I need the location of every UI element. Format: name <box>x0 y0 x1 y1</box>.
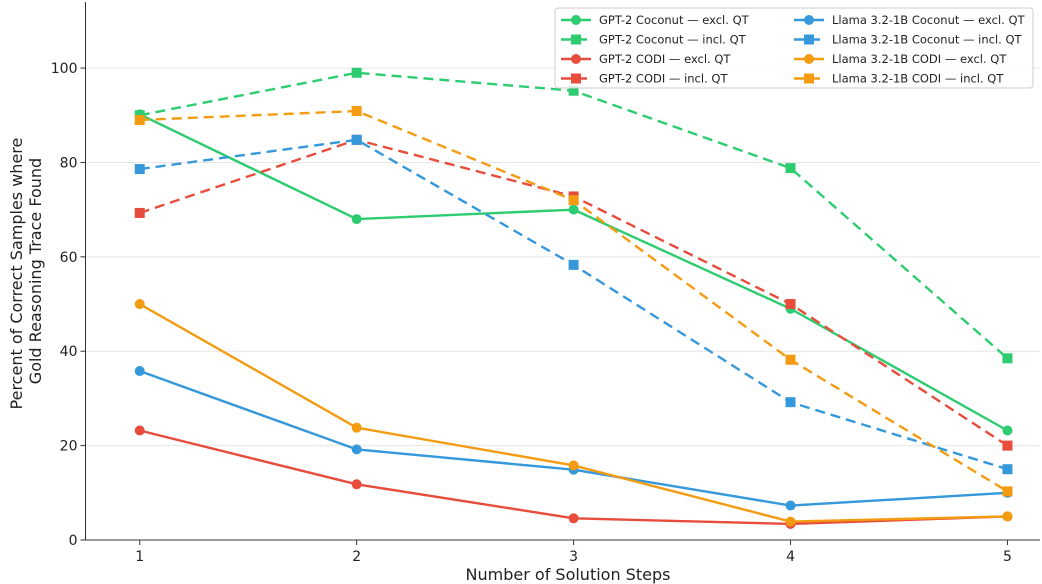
legend-marker <box>804 54 814 64</box>
y-tick-label: 60 <box>60 250 78 266</box>
data-point <box>1002 464 1013 475</box>
legend-frame <box>554 7 1034 89</box>
data-point <box>1002 486 1013 497</box>
data-point <box>568 195 579 206</box>
legend-marker <box>804 73 814 84</box>
y-tick-label: 40 <box>60 344 78 360</box>
series-layer <box>134 67 1013 529</box>
data-point <box>1002 353 1013 364</box>
data-point <box>1002 440 1013 451</box>
series-line <box>139 138 1009 447</box>
data-point <box>134 164 145 175</box>
data-point <box>785 163 796 174</box>
data-point <box>1002 511 1013 522</box>
data-point <box>134 425 145 436</box>
y-tick-label: 0 <box>69 533 78 549</box>
data-point <box>1002 425 1013 436</box>
legend-item: Llama 3.2-1B CODI — excl. QT <box>794 52 1007 66</box>
x-tick-label: 3 <box>569 549 578 565</box>
data-point <box>785 516 796 527</box>
series-line <box>139 369 1008 507</box>
data-point <box>568 85 579 96</box>
legend-label: GPT-2 CODI — incl. QT <box>599 72 728 86</box>
data-point <box>351 444 362 455</box>
legend-label: GPT-2 Coconut — excl. QT <box>599 13 750 27</box>
data-point <box>351 106 362 117</box>
data-point <box>568 259 579 270</box>
series-gpt-2-coconut-incl-qt <box>134 67 1013 364</box>
axes <box>85 2 1040 541</box>
legend-item: GPT-2 CODI — excl. QT <box>561 52 731 66</box>
legend-item: GPT-2 Coconut — incl. QT <box>561 33 747 47</box>
legend-item: GPT-2 Coconut — excl. QT <box>561 13 750 27</box>
gridlines <box>85 67 1040 447</box>
data-point <box>351 67 362 78</box>
legend-item: Llama 3.2-1B Coconut — excl. QT <box>794 13 1026 27</box>
data-point <box>568 460 579 471</box>
series-line <box>139 429 1008 526</box>
data-point <box>568 513 579 524</box>
x-tick-label: 5 <box>1003 549 1012 565</box>
series-line <box>139 138 1008 471</box>
data-point <box>351 214 362 225</box>
data-point <box>351 422 362 433</box>
y-axis-title-line-1: Percent of Correct Samples where <box>7 138 26 410</box>
y-axis-title: Percent of Correct Samples where Gold Re… <box>7 133 45 410</box>
data-point <box>785 397 796 408</box>
data-point <box>134 114 145 125</box>
data-point <box>351 134 362 145</box>
x-tick-label: 2 <box>352 549 361 565</box>
data-point <box>134 299 145 310</box>
series-gpt-2-coconut-excl-qt <box>134 109 1013 436</box>
legend-item: GPT-2 CODI — incl. QT <box>561 72 728 86</box>
data-point <box>351 479 362 490</box>
data-point <box>785 354 796 365</box>
legend-marker <box>804 15 814 25</box>
series-gpt-2-codi-excl-qt <box>134 425 1013 529</box>
legend-item: Llama 3.2-1B Coconut — incl. QT <box>794 33 1023 47</box>
legend-marker <box>804 34 814 45</box>
legend-label: GPT-2 CODI — excl. QT <box>599 52 731 66</box>
legend-label: Llama 3.2-1B Coconut — incl. QT <box>832 33 1023 47</box>
legend-item: Llama 3.2-1B CODI — incl. QT <box>794 72 1004 86</box>
series-gpt-2-codi-incl-qt <box>134 134 1013 451</box>
legend-label: GPT-2 Coconut — incl. QT <box>599 33 747 47</box>
legend-marker <box>571 54 581 64</box>
data-point <box>785 500 796 511</box>
legend-label: Llama 3.2-1B Coconut — excl. QT <box>832 13 1026 27</box>
legend-marker <box>571 15 581 25</box>
data-point <box>785 299 796 310</box>
data-point <box>568 204 579 215</box>
series-llama-3-2-1b-coconut-excl-qt <box>134 366 1013 511</box>
legend: GPT-2 Coconut — excl. QT GPT-2 Coconut — … <box>554 7 1034 89</box>
series-llama-3-2-1b-codi-excl-qt <box>134 299 1013 527</box>
series-line <box>139 113 1009 432</box>
x-tick-label: 4 <box>786 549 795 565</box>
data-point <box>134 207 145 218</box>
y-tick-label: 20 <box>60 439 78 455</box>
series-llama-3-2-1b-codi-incl-qt <box>134 106 1013 497</box>
legend-label: Llama 3.2-1B CODI — excl. QT <box>832 52 1007 66</box>
legend-label: Llama 3.2-1B CODI — incl. QT <box>832 72 1004 86</box>
legend-marker <box>571 73 581 84</box>
ticks: 0 20 40 60 80 100 1 2 3 4 5 <box>51 61 1012 565</box>
y-tick-label: 80 <box>60 155 78 171</box>
x-axis-title: Number of Solution Steps <box>466 565 671 584</box>
y-axis-title-line-2: Gold Reasoning Trace Found <box>26 158 45 384</box>
x-tick-label: 1 <box>135 549 144 565</box>
y-tick-label: 100 <box>51 61 78 77</box>
legend-marker <box>571 34 581 45</box>
series-llama-3-2-1b-coconut-incl-qt <box>134 134 1013 475</box>
data-point <box>134 366 145 377</box>
